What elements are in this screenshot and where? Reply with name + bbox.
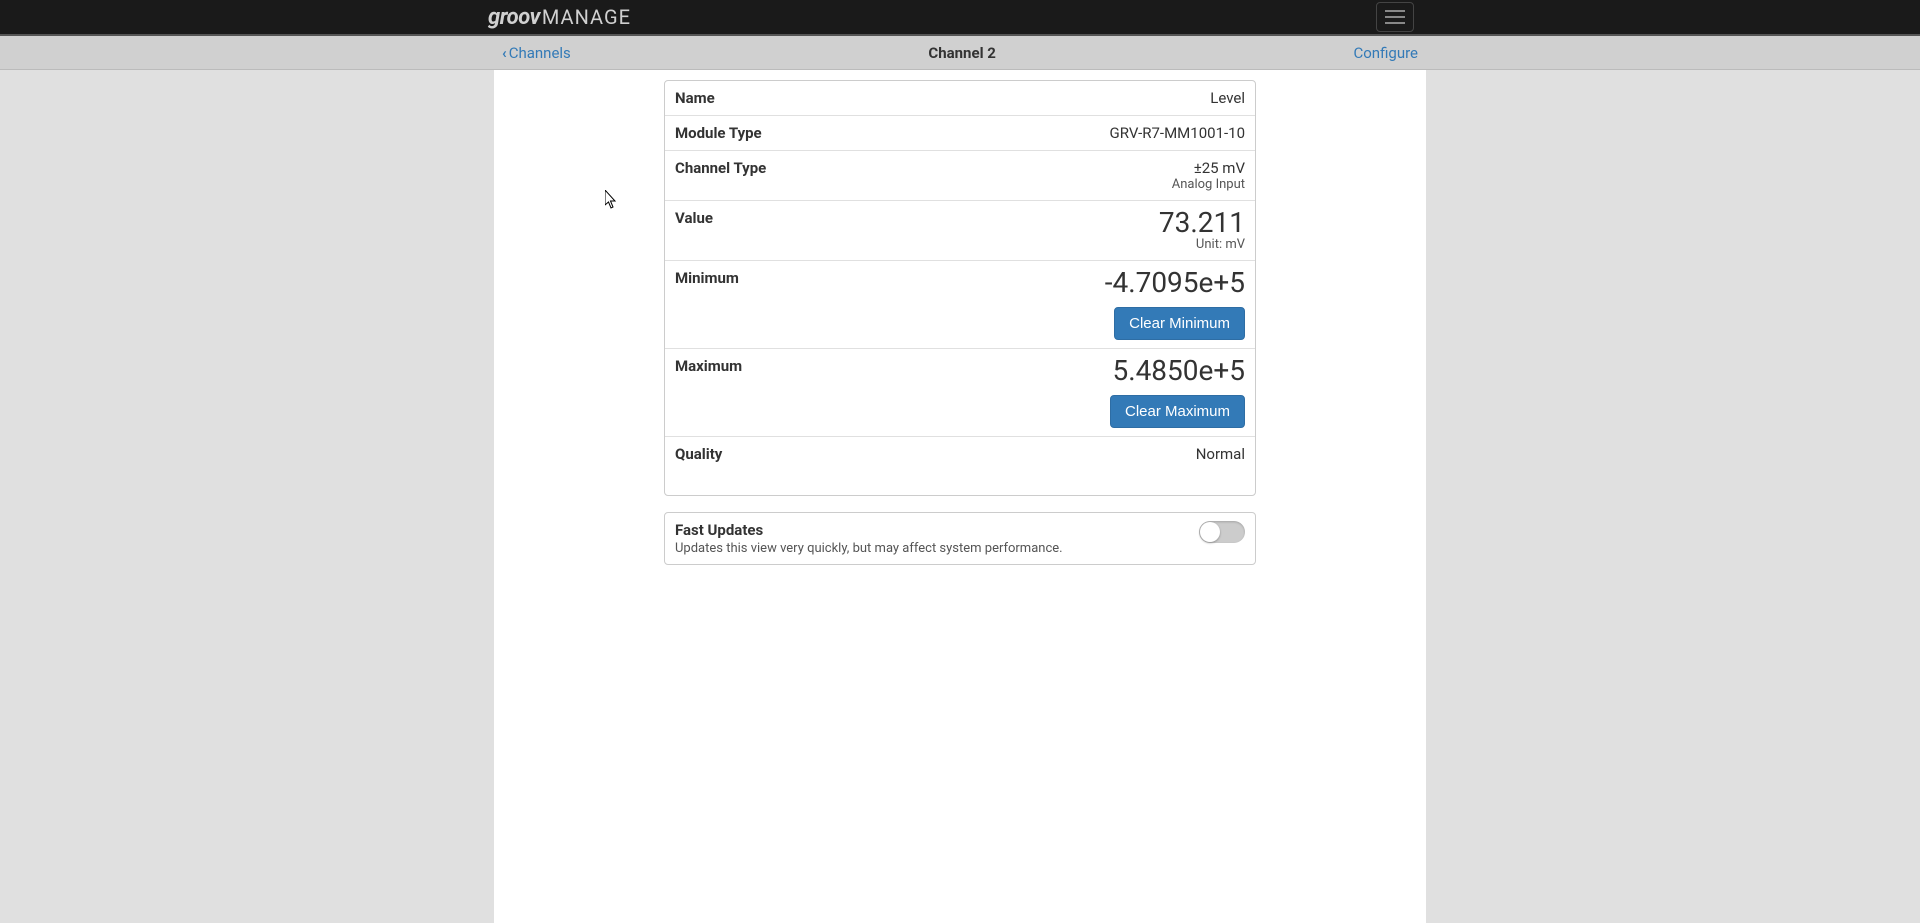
content-area: Name Level Module Type GRV-R7-MM1001-10 … [494,70,1426,923]
quality-row: Quality Normal [665,437,1255,495]
module-type-value: GRV-R7-MM1001-10 [1110,124,1245,142]
logo-manage: MANAGE [542,5,631,29]
hamburger-icon-line [1385,10,1405,12]
navbar: groovMANAGE [0,0,1920,36]
hamburger-icon-line [1385,22,1405,24]
maximum-label: Maximum [675,357,742,375]
channel-type-label: Channel Type [675,159,766,177]
fast-updates-label: Fast Updates [675,521,1199,539]
value-right: 73.211 Unit: mV [1159,209,1245,252]
chevron-left-icon: ‹ [502,44,507,62]
toggle-knob [1200,522,1220,542]
value-row: Value 73.211 Unit: mV [665,201,1255,261]
minimum-row: Minimum -4.7095e+5 Clear Minimum [665,261,1255,349]
page-title: Channel 2 [928,44,995,62]
maximum-right: 5.4850e+5 Clear Maximum [1110,357,1245,428]
name-row: Name Level [665,81,1255,116]
back-to-channels-link[interactable]: ‹ Channels [502,44,571,62]
clear-maximum-button[interactable]: Clear Maximum [1110,395,1245,428]
fast-updates-panel: Fast Updates Updates this view very quic… [664,512,1256,565]
channel-type-right: ±25 mV Analog Input [1172,159,1245,192]
breadcrumb-bar: ‹ Channels Channel 2 Configure [0,36,1920,70]
name-value: Level [1210,89,1245,107]
hamburger-icon-line [1385,16,1405,18]
breadcrumb-container: ‹ Channels Channel 2 Configure [494,36,1426,69]
minimum-label: Minimum [675,269,739,287]
maximum-value: 5.4850e+5 [1112,357,1245,385]
minimum-value: -4.7095e+5 [1105,269,1245,297]
channel-type-row: Channel Type ±25 mV Analog Input [665,151,1255,201]
hamburger-menu-button[interactable] [1376,2,1414,32]
logo-groov: groov [488,5,540,30]
module-type-row: Module Type GRV-R7-MM1001-10 [665,116,1255,151]
minimum-right: -4.7095e+5 Clear Minimum [1105,269,1245,340]
channel-details-panel: Name Level Module Type GRV-R7-MM1001-10 … [664,80,1256,496]
fast-updates-toggle[interactable] [1199,521,1245,543]
quality-value: Normal [1196,445,1245,463]
fast-updates-description: Updates this view very quickly, but may … [675,541,1199,556]
value-value: 73.211 [1159,209,1245,237]
configure-link[interactable]: Configure [1353,44,1418,62]
value-unit: Unit: mV [1196,237,1245,252]
maximum-row: Maximum 5.4850e+5 Clear Maximum [665,349,1255,437]
channel-type-sub: Analog Input [1172,177,1245,192]
name-label: Name [675,89,715,107]
fast-updates-row: Fast Updates Updates this view very quic… [665,513,1255,564]
value-label: Value [675,209,713,227]
app-logo[interactable]: groovMANAGE [488,5,631,30]
clear-minimum-button[interactable]: Clear Minimum [1114,307,1245,340]
quality-label: Quality [675,445,722,463]
module-type-label: Module Type [675,124,762,142]
navbar-container: groovMANAGE [482,0,1414,34]
fast-updates-left: Fast Updates Updates this view very quic… [675,521,1199,556]
back-link-label: Channels [509,44,571,62]
channel-type-value: ±25 mV [1194,159,1245,177]
